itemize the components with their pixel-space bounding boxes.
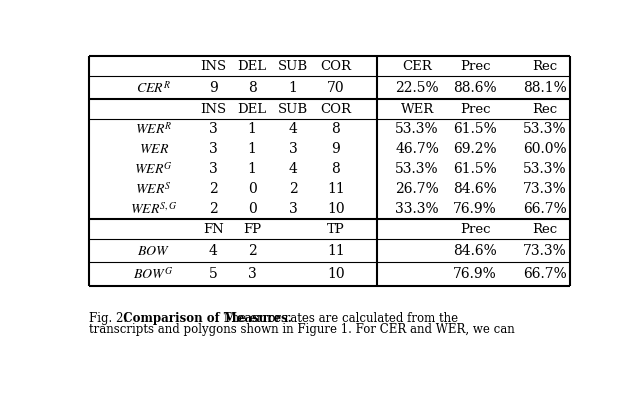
Text: FN: FN: [203, 223, 223, 236]
Text: 73.3%: 73.3%: [523, 244, 567, 258]
Text: 33.3%: 33.3%: [396, 202, 439, 216]
Text: WER: WER: [401, 103, 434, 116]
Text: 5: 5: [209, 267, 218, 281]
Text: 3: 3: [289, 142, 298, 156]
Text: 1: 1: [248, 162, 257, 176]
Text: SUB: SUB: [278, 59, 308, 72]
Text: $WER^{S,G}$: $WER^{S,G}$: [130, 201, 177, 218]
Text: Fig. 2.: Fig. 2.: [90, 312, 127, 325]
Text: Prec: Prec: [460, 103, 490, 116]
Text: 84.6%: 84.6%: [453, 244, 497, 258]
Text: INS: INS: [200, 59, 227, 72]
Text: 11: 11: [327, 244, 344, 258]
Text: $WER^G$: $WER^G$: [134, 161, 173, 178]
Text: 66.7%: 66.7%: [523, 267, 567, 281]
Text: 10: 10: [327, 267, 344, 281]
Text: DEL: DEL: [237, 103, 267, 116]
Text: Rec: Rec: [532, 103, 557, 116]
Text: 8: 8: [332, 122, 340, 136]
Text: Rec: Rec: [532, 223, 557, 236]
Text: Rec: Rec: [532, 59, 557, 72]
Text: 46.7%: 46.7%: [395, 142, 439, 156]
Text: DEL: DEL: [237, 59, 267, 72]
Text: 26.7%: 26.7%: [396, 182, 439, 196]
Text: COR: COR: [320, 103, 351, 116]
Text: SUB: SUB: [278, 103, 308, 116]
Text: 8: 8: [332, 162, 340, 176]
Text: 9: 9: [332, 142, 340, 156]
Text: 10: 10: [327, 202, 344, 216]
Text: 11: 11: [327, 182, 344, 196]
Text: 2: 2: [209, 182, 218, 196]
Text: 88.1%: 88.1%: [523, 81, 567, 95]
Text: 53.3%: 53.3%: [396, 162, 439, 176]
Text: TP: TP: [327, 223, 344, 236]
Text: 3: 3: [209, 162, 218, 176]
Text: 0: 0: [248, 202, 257, 216]
Text: 53.3%: 53.3%: [523, 162, 567, 176]
Text: 0: 0: [248, 182, 257, 196]
Text: $WER$: $WER$: [138, 142, 169, 156]
Text: 4: 4: [289, 122, 298, 136]
Text: Prec: Prec: [460, 223, 490, 236]
Text: 66.7%: 66.7%: [523, 202, 567, 216]
Text: The error rates are calculated from the: The error rates are calculated from the: [220, 312, 458, 325]
Text: INS: INS: [200, 103, 227, 116]
Text: 88.6%: 88.6%: [453, 81, 497, 95]
Text: 22.5%: 22.5%: [396, 81, 439, 95]
Text: Prec: Prec: [460, 59, 490, 72]
Text: 8: 8: [248, 81, 257, 95]
Text: FP: FP: [243, 223, 261, 236]
Text: 3: 3: [289, 202, 298, 216]
Text: 3: 3: [248, 267, 257, 281]
Text: $BOW$: $BOW$: [137, 244, 170, 258]
Text: $BOW^G$: $BOW^G$: [133, 266, 174, 282]
Text: 53.3%: 53.3%: [523, 122, 567, 136]
Text: 3: 3: [209, 142, 218, 156]
Text: 53.3%: 53.3%: [396, 122, 439, 136]
Text: 76.9%: 76.9%: [453, 267, 497, 281]
Text: 61.5%: 61.5%: [453, 162, 497, 176]
Text: 76.9%: 76.9%: [453, 202, 497, 216]
Text: $WER^S$: $WER^S$: [135, 181, 172, 198]
Text: 1: 1: [248, 142, 257, 156]
Text: 60.0%: 60.0%: [523, 142, 567, 156]
Text: CER: CER: [403, 59, 432, 72]
Text: 1: 1: [289, 81, 298, 95]
Text: 73.3%: 73.3%: [523, 182, 567, 196]
Text: 1: 1: [248, 122, 257, 136]
Text: 61.5%: 61.5%: [453, 122, 497, 136]
Text: 2: 2: [209, 202, 218, 216]
Text: 70: 70: [327, 81, 344, 95]
Text: 69.2%: 69.2%: [453, 142, 497, 156]
Text: 4: 4: [289, 162, 298, 176]
Text: $WER^R$: $WER^R$: [135, 121, 173, 137]
Text: 2: 2: [248, 244, 257, 258]
Text: Comparison of Measures.: Comparison of Measures.: [115, 312, 292, 325]
Text: 4: 4: [209, 244, 218, 258]
Text: $CER^R$: $CER^R$: [136, 79, 172, 96]
Text: 9: 9: [209, 81, 218, 95]
Text: COR: COR: [320, 59, 351, 72]
Text: 3: 3: [209, 122, 218, 136]
Text: transcripts and polygons shown in Figure 1. For CER and WER, we can: transcripts and polygons shown in Figure…: [90, 322, 515, 335]
Text: 84.6%: 84.6%: [453, 182, 497, 196]
Text: 2: 2: [289, 182, 298, 196]
